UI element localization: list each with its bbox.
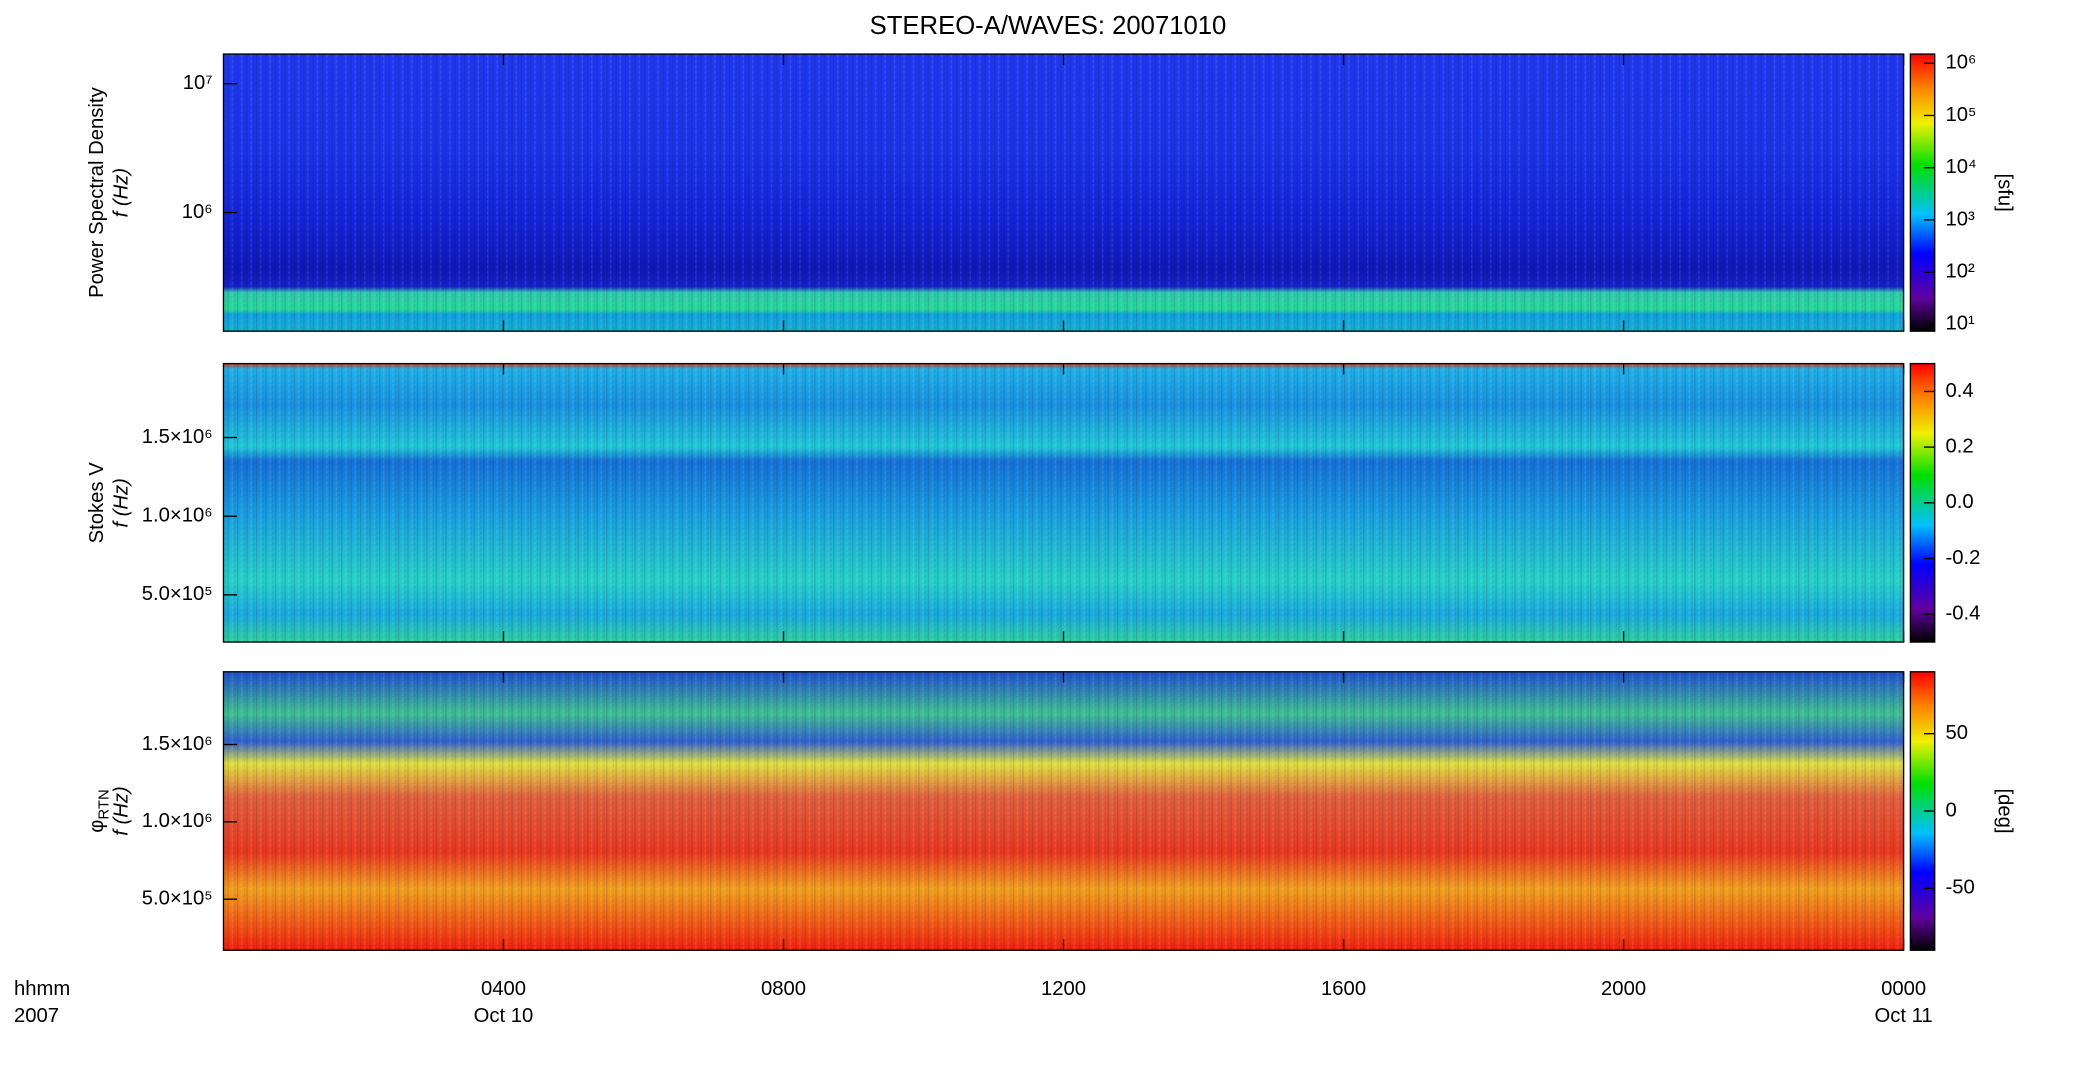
y-axis-label: f (Hz): [110, 478, 132, 528]
y-axis-label: f (Hz): [110, 786, 132, 836]
y-tick-label: 5.0×10⁵: [142, 888, 213, 910]
spectrogram-texture: [223, 363, 1904, 643]
x-tick-label: 0400: [481, 978, 526, 1000]
y-axis-label-subscript: RTN: [96, 789, 112, 819]
colorbar-tick-label: 0: [1946, 799, 1957, 821]
x-tick-label: 1200: [1041, 978, 1086, 1000]
colorbar-tick-label: 0.0: [1946, 491, 1974, 513]
y-axis-label: f (Hz): [110, 168, 132, 218]
y-axis-label: Power Spectral Density: [86, 86, 108, 297]
x-tick-label: 1600: [1321, 978, 1366, 1000]
colorbar-tick-label: -50: [1946, 877, 1975, 899]
colorbar-tick-label: 0.4: [1946, 380, 1974, 402]
y-axis-label: φRTN: [86, 789, 112, 832]
x-label: 2007: [14, 1005, 59, 1027]
colorbar-tick-label: -0.2: [1946, 547, 1981, 569]
x-tick-label: 2000: [1601, 978, 1646, 1000]
colorbar-tick-label: 50: [1946, 722, 1969, 744]
colorbar-tick-label: 10⁴: [1946, 156, 1977, 178]
colorbar-tick-label: -0.4: [1946, 603, 1981, 625]
colorbar-tick-label: 10²: [1946, 260, 1976, 282]
x-tick-label: 0800: [761, 978, 806, 1000]
y-tick-label: 1.0×10⁶: [142, 505, 213, 527]
date-label: Oct 11: [1875, 1005, 1933, 1027]
x-label: hhmm: [14, 978, 70, 1000]
spectrogram-texture: [223, 671, 1904, 951]
colorbar-label: [sfu]: [1993, 173, 2015, 211]
y-axis-label: Stokes V: [86, 462, 108, 544]
spectrogram-texture: [223, 54, 1904, 332]
x-tick-label: 0000: [1881, 978, 1926, 1000]
y-tick-label: 1.5×10⁶: [142, 733, 213, 755]
y-tick-label: 1.5×10⁶: [142, 426, 213, 448]
colorbar-tick-label: 10⁵: [1946, 104, 1977, 126]
y-tick-label: 5.0×10⁵: [142, 583, 213, 605]
colorbar-tick-label: 10³: [1946, 208, 1976, 230]
y-tick-label: 10⁶: [182, 201, 213, 223]
colorbar-tick-label: 0.2: [1946, 435, 1974, 457]
colorbar: [1909, 53, 1936, 332]
colorbar-tick-label: 10⁶: [1946, 52, 1977, 74]
date-label: Oct 10: [474, 1005, 534, 1027]
y-tick-label: 10⁷: [183, 72, 213, 94]
y-tick-label: 1.0×10⁶: [142, 810, 213, 832]
colorbar-label: [deg]: [1993, 788, 2015, 833]
title: STEREO-A/WAVES: 20071010: [870, 12, 1227, 40]
colorbar-tick-label: 10¹: [1946, 313, 1976, 335]
